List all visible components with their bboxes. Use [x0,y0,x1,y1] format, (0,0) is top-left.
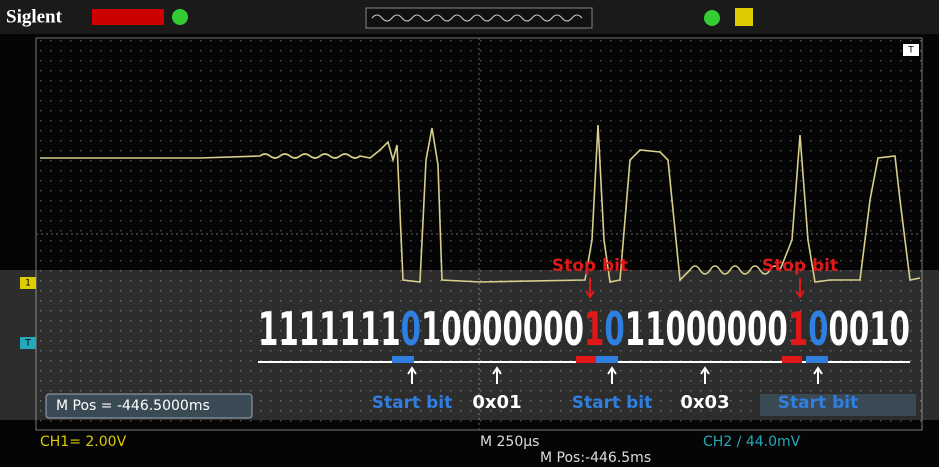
bit-segment: 1 [584,302,604,356]
byte-label: 0x03 [680,392,729,413]
stop-highlight [576,356,596,363]
icon [172,9,188,25]
bit-stream: 11111110100000001011000000100010 [258,302,910,356]
ch1-marker-label: 1 [25,279,31,289]
icon [704,10,720,26]
ch2-scale: CH2 ∕ 44.0mV [703,434,801,450]
stop-highlight [782,356,802,363]
byte-label: 0x01 [472,392,521,413]
bit-segment: 0 [604,302,624,356]
trigger-marker-label: T [907,46,914,56]
run-state [92,9,164,25]
bit-segment: 1111111 [258,302,401,356]
memory-bar [366,8,592,28]
start-highlight [392,356,414,363]
mpos-box-text: M Pos = -446.5000ms [56,398,210,414]
ch1-scale: CH1= 2.00V [40,434,127,450]
ch2-marker-label: T [24,339,31,349]
bit-segment: 0 [401,302,421,356]
bit-segment: 0010 [829,302,910,356]
start-bit-label: Start bit [778,393,858,413]
icon [735,8,753,26]
brand: Siglent [6,6,63,27]
bit-segment: 10000000 [421,302,584,356]
start-bit-label: Start bit [372,393,452,413]
start-highlight [806,356,828,363]
mpos: M Pos:-446.5ms [540,450,651,466]
oscilloscope-screen: Siglent 1 T T 11111110100000001011000000… [0,0,939,467]
start-highlight [596,356,618,363]
stop-bit-label: Stop bit [762,256,838,276]
bit-segment: 1 [788,302,808,356]
start-bit-label: Start bit [572,393,652,413]
bit-segment: 0 [808,302,828,356]
timebase: M 250µs [480,434,539,450]
stop-bit-label: Stop bit [552,256,628,276]
bit-segment: 11000000 [625,302,788,356]
